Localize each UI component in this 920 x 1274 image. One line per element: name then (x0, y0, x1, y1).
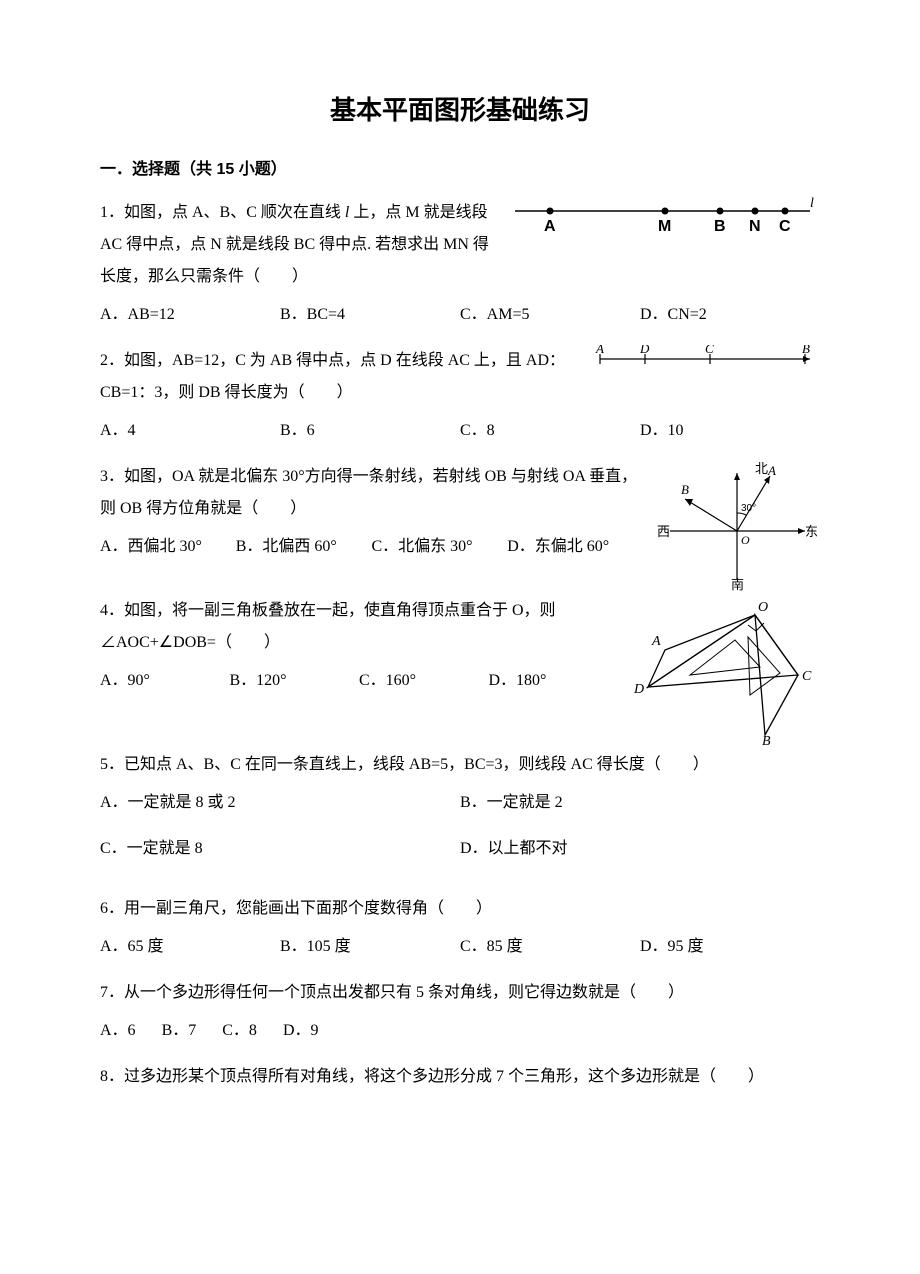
q5-blank: （ ） (645, 756, 709, 773)
q2-optA: A．4 (100, 415, 280, 447)
q1-optC: C．AM=5 (460, 299, 640, 331)
q4-blank: （ ） (216, 634, 280, 651)
q4-text: 4．如图，将一副三角板叠放在一起，使直角得顶点重合于 O，则∠AOC+∠DOB=… (100, 595, 618, 701)
q4-options: A．90° B．120° C．160° D．180° (100, 665, 618, 697)
fig-C: C (779, 218, 791, 235)
q3-options: A．西偏北 30° B．北偏西 60° C．北偏东 30° D．东偏北 60° (100, 531, 643, 563)
q6-optA: A．65 度 (100, 931, 280, 963)
fig-B: B (714, 218, 726, 235)
fig4-O: O (758, 600, 768, 615)
q1: 1．如图，点 A、B、C 顺次在直线 l 上，点 M 就是线段 AC 得中点，点… (100, 197, 820, 293)
q4-optC: C．160° (359, 665, 489, 697)
q6-blank: （ ） (428, 900, 492, 917)
fig2-B: B (802, 345, 810, 356)
q7-text: 7．从一个多边形得任何一个顶点出发都只有 5 条对角线，则它得边数就是 (100, 984, 620, 1001)
q4-optA: A．90° (100, 665, 230, 697)
q7-blank: （ ） (620, 984, 684, 1001)
q1-optB: B．BC=4 (280, 299, 460, 331)
q8-text: 8．过多边形某个顶点得所有对角线，将这个多边形分成 7 个三角形，这个多边形就是 (100, 1068, 700, 1085)
q3-optD: D．东偏北 60° (507, 531, 643, 563)
fig3-B: B (681, 482, 689, 497)
q3-optA: A．西偏北 30° (100, 531, 236, 563)
fig4-B: B (762, 734, 771, 745)
doc-title: 基本平面图形基础练习 (100, 90, 820, 127)
q4: 4．如图，将一副三角板叠放在一起，使直角得顶点重合于 O，则∠AOC+∠DOB=… (100, 595, 820, 745)
q2-blank: （ ） (289, 384, 353, 401)
fig-l-label: l (810, 197, 814, 211)
q6-optD: D．95 度 (640, 931, 820, 963)
q6-options: A．65 度 B．105 度 C．85 度 D．95 度 (100, 931, 820, 963)
fig4-A: A (651, 634, 661, 649)
q3-text: 3．如图，OA 就是北偏东 30°方向得一条射线，若射线 OB 与射线 OA 垂… (100, 461, 643, 567)
q4-optD: D．180° (489, 665, 619, 697)
q6-optB: B．105 度 (280, 931, 460, 963)
fig3-N: 北 (755, 461, 768, 476)
q6: 6．用一副三角尺，您能画出下面那个度数得角（ ） (100, 893, 820, 925)
q3-blank: （ ） (242, 500, 306, 517)
q4-optB: B．120° (230, 665, 360, 697)
q3-optC: C．北偏东 30° (372, 531, 508, 563)
q2-options: A．4 B．6 C．8 D．10 (100, 415, 820, 447)
q7-options: A．6 B．7 C．8 D．9 (100, 1015, 820, 1047)
q2: 2．如图，AB=12，C 为 AB 得中点，点 D 在线段 AC 上，且 AD：… (100, 345, 820, 409)
q5-optC: C．一定就是 8 (100, 833, 460, 865)
fig4-C: C (802, 669, 812, 684)
q5: 5．已知点 A、B、C 在同一条直线上，线段 AB=5，BC=3，则线段 AC … (100, 749, 820, 781)
page: 基本平面图形基础练习 一．选择题（共 15 小题） 1．如图，点 A、B、C 顺… (0, 0, 920, 1153)
q2-text: 2．如图，AB=12，C 为 AB 得中点，点 D 在线段 AC 上，且 AD：… (100, 345, 578, 409)
q1-optD: D．CN=2 (640, 299, 820, 331)
q2-optC: C．8 (460, 415, 640, 447)
fig3-A: A (767, 463, 776, 478)
q6-optC: C．85 度 (460, 931, 640, 963)
q2-optD: D．10 (640, 415, 820, 447)
q5-options: A．一定就是 8 或 2 B．一定就是 2 C．一定就是 8 D．以上都不对 (100, 787, 820, 879)
q1-blank: （ ） (244, 268, 308, 285)
q7-optC: C．8 (222, 1022, 257, 1039)
q7: 7．从一个多边形得任何一个顶点出发都只有 5 条对角线，则它得边数就是（ ） (100, 977, 820, 1009)
q1-text: 1．如图，点 A、B、C 顺次在直线 l 上，点 M 就是线段 AC 得中点，点… (100, 197, 498, 293)
fig3-angle: 30° (741, 503, 756, 514)
q4-figure: O A D C B (630, 595, 820, 745)
fig2-D: D (639, 345, 650, 356)
q3: 3．如图，OA 就是北偏东 30°方向得一条射线，若射线 OB 与射线 OA 垂… (100, 461, 820, 591)
fig3-E: 东 (805, 524, 818, 539)
fig2-C: C (705, 345, 714, 356)
fig-A: A (544, 218, 556, 235)
fig4-D: D (633, 682, 644, 697)
q5-text: 5．已知点 A、B、C 在同一条直线上，线段 AB=5，BC=3，则线段 AC … (100, 756, 645, 773)
q7-optD: D．9 (283, 1022, 319, 1039)
q1-optA: A．AB=12 (100, 299, 280, 331)
q3-optB: B．北偏西 60° (236, 531, 372, 563)
fig3-S: 南 (731, 577, 744, 591)
fig3-W: 西 (657, 524, 670, 539)
q7-optA: A．6 (100, 1022, 136, 1039)
q8: 8．过多边形某个顶点得所有对角线，将这个多边形分成 7 个三角形，这个多边形就是… (100, 1061, 820, 1093)
questions: 1．如图，点 A、B、C 顺次在直线 l 上，点 M 就是线段 AC 得中点，点… (100, 197, 820, 1093)
q2-figure: A D C B (590, 345, 820, 375)
section-heading: 一．选择题（共 15 小题） (100, 155, 820, 179)
fig3-O: O (741, 533, 750, 547)
q1-options: A．AB=12 B．BC=4 C．AM=5 D．CN=2 (100, 299, 820, 331)
q6-text: 6．用一副三角尺，您能画出下面那个度数得角 (100, 900, 428, 917)
fig-M: M (658, 218, 671, 235)
fig2-A: A (595, 345, 604, 356)
q5-optA: A．一定就是 8 或 2 (100, 787, 460, 819)
q2-optB: B．6 (280, 415, 460, 447)
q1-text-a: 1．如图，点 A、B、C 顺次在直线 (100, 204, 345, 221)
q3-figure: 30° A B O 北 南 东 西 (655, 461, 820, 591)
q1-figure: l A M B N C (510, 197, 820, 237)
q5-optD: D．以上都不对 (460, 833, 820, 865)
q5-optB: B．一定就是 2 (460, 787, 820, 819)
q8-blank: （ ） (700, 1068, 764, 1085)
fig-N: N (749, 218, 761, 235)
q7-optB: B．7 (162, 1022, 197, 1039)
